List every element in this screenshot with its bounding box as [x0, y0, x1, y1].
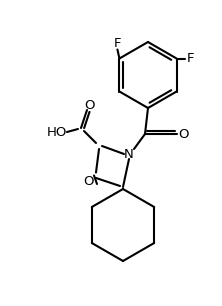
Text: N: N [124, 147, 134, 161]
Text: F: F [187, 52, 194, 65]
Text: O: O [178, 128, 188, 140]
Text: O: O [83, 174, 93, 188]
Text: F: F [114, 37, 121, 50]
Text: HO: HO [47, 125, 67, 139]
Text: O: O [84, 99, 94, 111]
